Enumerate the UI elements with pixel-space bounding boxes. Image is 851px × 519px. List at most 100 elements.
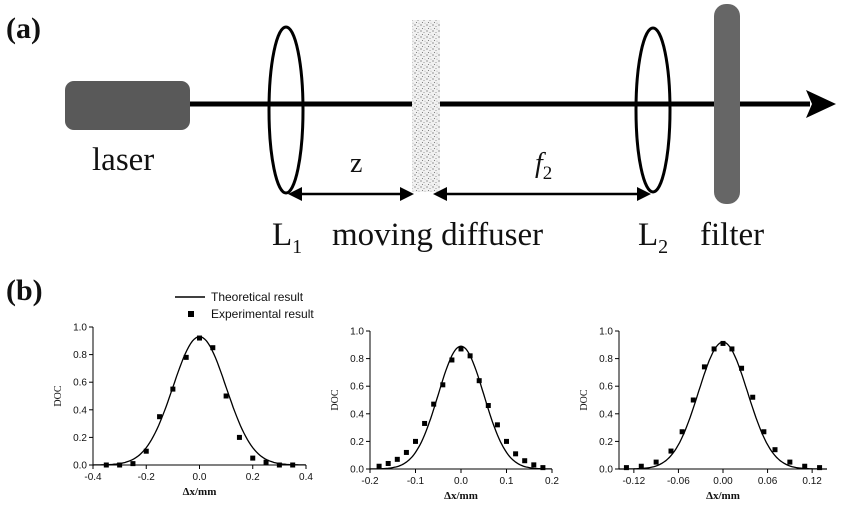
data-point	[653, 459, 659, 465]
data-point	[787, 459, 793, 465]
lens-l2	[634, 26, 672, 194]
data-point	[668, 448, 674, 454]
x-tick-label: -0.4	[84, 472, 102, 483]
filter-plate	[714, 4, 740, 204]
y-tick-label: 0.2	[73, 433, 87, 444]
data-point	[276, 462, 282, 468]
data-point	[376, 463, 382, 469]
data-point	[701, 364, 707, 370]
y-tick-label: 0.6	[73, 378, 87, 389]
data-point	[143, 448, 149, 454]
data-point	[394, 456, 400, 462]
legend-theory-label: Theoretical result	[211, 290, 304, 304]
data-point	[197, 335, 202, 341]
data-point	[467, 353, 473, 359]
data-point	[711, 346, 717, 352]
laser-body	[65, 81, 190, 130]
theory-curve	[369, 345, 553, 470]
y-tick-label: 0.4	[599, 409, 613, 420]
l2-subscript: 2	[658, 236, 668, 258]
data-point	[183, 354, 189, 360]
f2-label: f2	[535, 148, 552, 184]
data-point	[157, 414, 163, 420]
z-distance-arrow	[288, 187, 414, 201]
data-point	[679, 429, 685, 435]
y-tick-label: 0.4	[350, 409, 364, 420]
x-tick-label: 0.00	[713, 476, 733, 487]
y-tick-label: 0.0	[73, 461, 87, 472]
plot-1: -0.4 -0.2 0.0 0.2 0.4 0.0 0.2 0.4 0.6 0.8 1.0 DOC Δx…	[53, 323, 313, 499]
x-tick-label: -0.06	[667, 476, 690, 487]
x-tick-label: 0.06	[758, 476, 778, 487]
x-tick-label: -0.2	[138, 472, 156, 483]
y-tick-label: 1.0	[350, 327, 364, 338]
l1-label: L1	[272, 217, 302, 258]
x-tick-label: 0.0	[454, 476, 468, 487]
x-tick-label: -0.2	[361, 476, 379, 487]
data-point	[422, 420, 428, 426]
y-tick-label: 0.0	[350, 465, 364, 476]
x-axis-label: Δx/mm	[444, 490, 478, 502]
legend: Theoretical result Experimental result	[175, 290, 314, 321]
data-point	[494, 422, 500, 428]
data-point	[210, 345, 216, 351]
diffuser-label: moving diffuser	[332, 217, 543, 253]
data-point	[690, 397, 696, 403]
y-tick-label: 0.2	[350, 437, 364, 448]
theory-curve	[92, 336, 307, 466]
y-tick-label: 0.6	[350, 382, 364, 393]
x-tick-label: 0.4	[299, 472, 313, 483]
l2-label: L2	[638, 217, 668, 258]
data-point	[476, 378, 482, 384]
data-point	[522, 458, 528, 464]
data-point	[223, 393, 229, 399]
panel-a-label: (a)	[6, 12, 41, 45]
plot-3: -0.12 -0.06 0.00 0.06 0.12 0.0 0.2 0.4 0.6 0.8 1.0…	[579, 327, 827, 502]
data-point	[540, 465, 546, 471]
data-point	[739, 365, 745, 371]
legend-experiment-swatch	[188, 311, 194, 317]
x-tick-label: -0.12	[622, 476, 645, 487]
x-tick-label: 0.1	[500, 476, 514, 487]
data-point	[761, 429, 767, 435]
lens-l1	[267, 25, 305, 195]
theory-curve	[619, 341, 827, 470]
data-point	[729, 346, 735, 352]
data-point	[170, 386, 176, 392]
y-tick-label: 0.0	[599, 465, 613, 476]
data-point	[263, 459, 269, 465]
y-tick-label: 0.8	[73, 350, 87, 361]
optical-axis-arrowhead	[806, 90, 836, 118]
x-tick-label: 0.2	[246, 472, 260, 483]
data-point	[638, 463, 644, 469]
data-point	[431, 401, 437, 407]
data-point	[458, 346, 464, 352]
data-point	[513, 451, 519, 457]
data-point	[403, 449, 409, 455]
x-tick-label: 0.2	[545, 476, 559, 487]
x-tick-label: 0.12	[802, 476, 822, 487]
plot-2: -0.2 -0.1 0.0 0.1 0.2 0.0 0.2 0.4 0.6 0.8 1.0 DOC Δx…	[330, 327, 559, 503]
y-tick-label: 0.4	[73, 405, 87, 416]
l1-subscript: 1	[292, 236, 302, 258]
data-point	[440, 382, 446, 388]
y-tick-label: 0.8	[599, 354, 613, 365]
y-tick-label: 1.0	[73, 323, 87, 334]
data-point	[720, 340, 726, 346]
y-tick-label: 1.0	[599, 327, 613, 338]
data-point	[750, 394, 756, 400]
z-label: z	[350, 148, 362, 179]
y-tick-label: 0.8	[350, 354, 364, 365]
data-point	[817, 465, 823, 471]
data-point	[485, 403, 491, 409]
data-point	[117, 462, 123, 468]
filter-label: filter	[700, 217, 764, 253]
data-point	[236, 434, 242, 440]
panel-b-label: (b)	[6, 274, 43, 307]
data-point	[103, 462, 109, 468]
panel-a: (a) laser z f2 L1 moving diffuser L2 fil…	[6, 4, 836, 258]
data-point	[290, 462, 296, 468]
y-axis-label: DOC	[330, 389, 341, 410]
panel-b: (b) Theoretical result Experimental resu…	[6, 274, 827, 502]
